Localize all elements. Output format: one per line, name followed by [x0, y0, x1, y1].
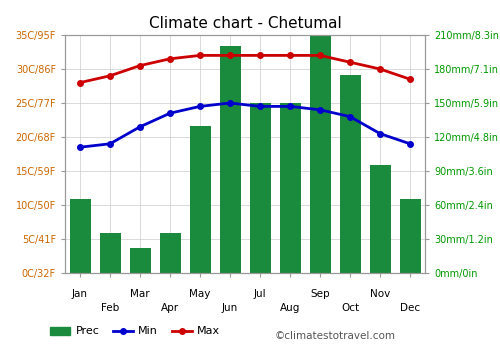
- Text: Nov: Nov: [370, 289, 390, 299]
- Bar: [190, 126, 210, 273]
- Text: May: May: [190, 289, 210, 299]
- Title: Climate chart - Chetumal: Climate chart - Chetumal: [148, 16, 342, 31]
- Bar: [310, 35, 330, 273]
- Bar: [100, 233, 120, 273]
- Text: Jun: Jun: [222, 303, 238, 313]
- Text: Sep: Sep: [310, 289, 330, 299]
- Text: Feb: Feb: [101, 303, 119, 313]
- Bar: [370, 165, 390, 273]
- Text: Apr: Apr: [161, 303, 179, 313]
- Bar: [280, 103, 300, 273]
- Text: Aug: Aug: [280, 303, 300, 313]
- Text: ©climatestotravel.com: ©climatestotravel.com: [275, 331, 396, 341]
- Text: Jan: Jan: [72, 289, 88, 299]
- Bar: [130, 248, 150, 273]
- Bar: [250, 103, 270, 273]
- Bar: [340, 75, 360, 273]
- Bar: [70, 199, 90, 273]
- Text: Mar: Mar: [130, 289, 150, 299]
- Legend: Prec, Min, Max: Prec, Min, Max: [46, 322, 224, 341]
- Bar: [160, 233, 180, 273]
- Text: Dec: Dec: [400, 303, 420, 313]
- Text: Jul: Jul: [254, 289, 266, 299]
- Bar: [400, 199, 420, 273]
- Text: Oct: Oct: [341, 303, 359, 313]
- Bar: [220, 46, 240, 273]
